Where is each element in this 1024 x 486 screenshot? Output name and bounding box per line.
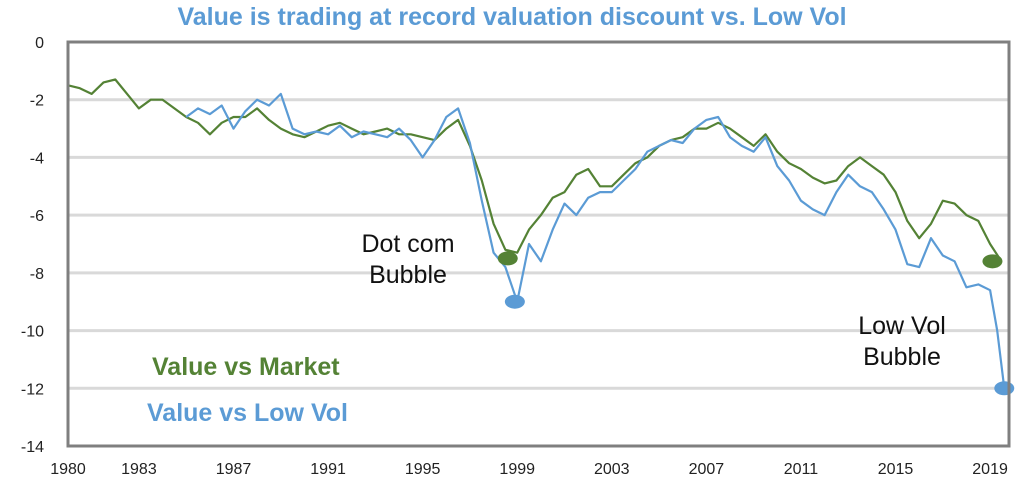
y-tick-label: -6 <box>30 208 44 225</box>
x-tick-label: 2011 <box>784 461 819 478</box>
bubble-marker-lowvol <box>504 294 525 309</box>
x-tick-label: 1991 <box>310 461 346 478</box>
x-tick-labels: 1980 1983 1987 1991 1995 1999 2003 2007 2011 2015… <box>50 461 1008 478</box>
x-tick-label: 2003 <box>594 461 630 478</box>
plot-frame <box>66 40 1011 448</box>
x-tick-label: 1995 <box>405 461 441 478</box>
x-tick-label: 2019 <box>972 461 1008 478</box>
y-tick-label: -8 <box>30 266 44 283</box>
bubble-marker-market <box>497 251 518 266</box>
grid-lines <box>68 40 1009 448</box>
series-line-value-vs-market <box>67 78 1001 260</box>
legend-value-vs-low-vol: Value vs Low Vol <box>147 399 348 427</box>
chart-title: Value is trading at record valuation dis… <box>177 3 847 31</box>
x-tick-label: 1987 <box>216 461 252 478</box>
y-tick-label: -4 <box>30 150 44 167</box>
annotation-low-vol-line1: Low Vol <box>858 312 946 340</box>
y-tick-labels: 0 -2 -4 -6 -8 -10 -12 -14 <box>21 35 44 456</box>
bubble-markers <box>497 251 1015 396</box>
annotation-low-vol-line2: Bubble <box>863 343 941 371</box>
bubble-marker-market <box>982 254 1003 269</box>
annotation-dot-com-line2: Bubble <box>369 261 447 289</box>
y-tick-label: -12 <box>21 381 44 398</box>
x-tick-label: 2015 <box>878 461 914 478</box>
legend-value-vs-market: Value vs Market <box>152 353 340 381</box>
x-tick-label: 1980 <box>50 461 86 478</box>
x-tick-label: 1999 <box>499 461 535 478</box>
series-lines <box>67 78 1006 389</box>
x-tick-label: 1983 <box>121 461 157 478</box>
series-line-value-vs-low-vol <box>185 92 1006 389</box>
annotation-dot-com-line1: Dot com <box>361 230 454 258</box>
y-tick-label: 0 <box>35 35 44 52</box>
y-tick-label: -10 <box>21 324 44 341</box>
y-tick-label: -14 <box>21 439 44 456</box>
bubble-marker-lowvol <box>994 381 1015 396</box>
x-tick-label: 2007 <box>689 461 725 478</box>
y-tick-label: -2 <box>30 93 44 110</box>
